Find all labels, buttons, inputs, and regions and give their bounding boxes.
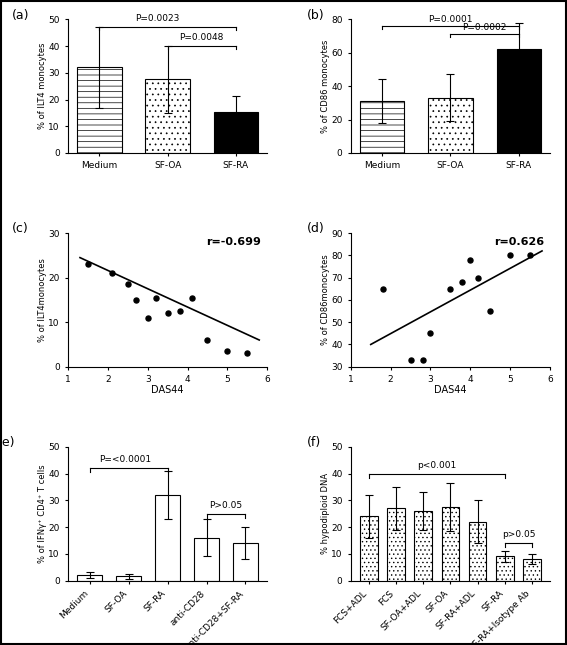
Y-axis label: % of CD86monocytes: % of CD86monocytes — [320, 255, 329, 345]
Bar — [233, 543, 258, 581]
Bar — [214, 112, 258, 153]
Text: P=0.0002: P=0.0002 — [462, 23, 507, 32]
Point — [123, 279, 132, 290]
Text: p<0.001: p<0.001 — [417, 461, 456, 470]
Bar — [497, 50, 541, 153]
Bar — [496, 557, 514, 580]
Point — [486, 306, 495, 316]
Bar — [145, 79, 190, 153]
Text: P>0.05: P>0.05 — [209, 501, 243, 510]
Bar — [116, 577, 141, 580]
Bar — [155, 495, 180, 580]
Text: P=<0.0001: P=<0.0001 — [99, 455, 151, 464]
Point — [526, 250, 535, 261]
Text: (a): (a) — [12, 8, 30, 22]
Point — [223, 346, 232, 356]
Text: (f): (f) — [307, 436, 321, 449]
Point — [406, 355, 415, 365]
Point — [187, 293, 196, 303]
X-axis label: DAS44: DAS44 — [434, 386, 467, 395]
Bar — [360, 517, 378, 580]
Y-axis label: % of CD86 monocytes: % of CD86 monocytes — [320, 39, 329, 133]
Text: (b): (b) — [307, 8, 325, 22]
Text: P=0.0023: P=0.0023 — [135, 14, 180, 23]
Point — [243, 348, 252, 359]
Bar — [194, 538, 219, 580]
Point — [466, 255, 475, 265]
Bar — [77, 68, 121, 153]
Text: (e): (e) — [0, 436, 16, 449]
Point — [163, 308, 172, 319]
Y-axis label: % hypodiploid DNA: % hypodiploid DNA — [320, 473, 329, 554]
Text: p>0.05: p>0.05 — [502, 530, 535, 539]
Bar — [414, 511, 432, 580]
Text: r=-0.699: r=-0.699 — [206, 237, 261, 247]
Text: P=0.0048: P=0.0048 — [180, 33, 224, 42]
Bar — [360, 101, 404, 153]
Point — [131, 295, 140, 305]
Bar — [387, 508, 405, 580]
Point — [474, 272, 483, 283]
Point — [446, 284, 455, 294]
Y-axis label: % of ILT4 monocytes: % of ILT4 monocytes — [38, 43, 47, 130]
Point — [107, 268, 116, 279]
Point — [378, 284, 387, 294]
Point — [203, 335, 212, 345]
Text: P=0.0001: P=0.0001 — [428, 15, 473, 23]
Point — [506, 250, 515, 261]
Point — [175, 306, 184, 316]
Text: r=0.626: r=0.626 — [494, 237, 544, 247]
Bar — [77, 575, 103, 580]
Point — [151, 293, 160, 303]
Bar — [442, 507, 459, 580]
Point — [458, 277, 467, 287]
Y-axis label: % of IFNγ⁺ CD4⁺ T cells: % of IFNγ⁺ CD4⁺ T cells — [38, 464, 47, 563]
Bar — [428, 98, 473, 153]
Bar — [523, 559, 541, 580]
Point — [83, 259, 92, 270]
Point — [418, 355, 427, 365]
Y-axis label: % of ILT4monocytes: % of ILT4monocytes — [38, 258, 47, 342]
Text: (d): (d) — [307, 223, 325, 235]
Point — [143, 313, 152, 323]
X-axis label: DAS44: DAS44 — [151, 386, 184, 395]
Point — [426, 328, 435, 339]
Bar — [469, 522, 486, 580]
Text: (c): (c) — [12, 223, 29, 235]
